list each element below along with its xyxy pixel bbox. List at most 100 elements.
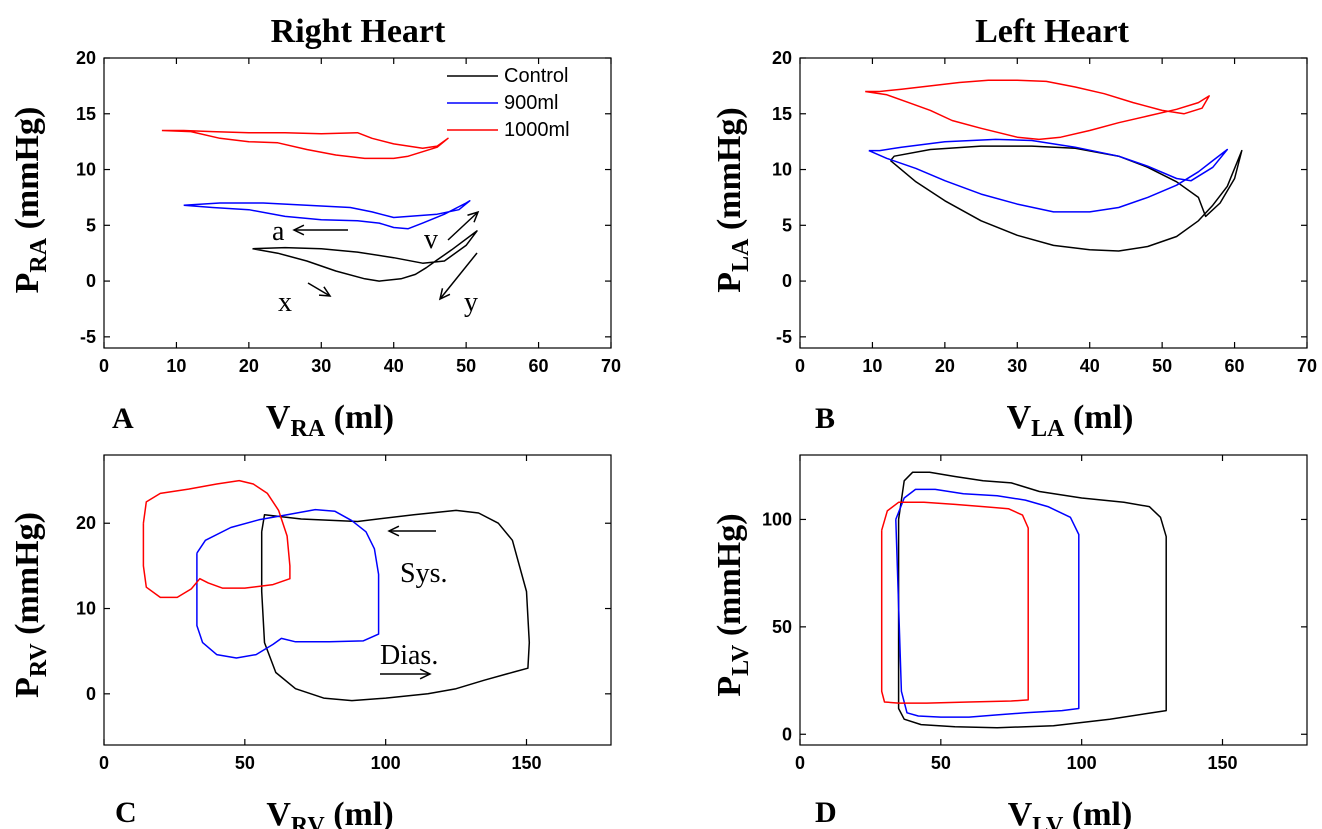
y-tick-label: 0 [782,271,792,291]
y-tick-label: 5 [782,215,792,235]
y-tick-label: 20 [76,513,96,533]
arrow-sys-head [387,525,400,537]
arrow-dias-head [419,668,432,680]
series-900ml [196,508,380,659]
x-tick-label: 0 [99,356,109,376]
y-tick-label: 0 [782,724,792,744]
legend-entry: 900ml [504,92,558,114]
x-tick-label: 150 [1207,753,1237,773]
y-axis-label-subscript: RA [26,237,52,272]
y-axis-label-main: P [711,272,748,293]
x-axis-label-main: V [1008,796,1033,829]
y-tick-label: 10 [772,160,792,180]
y-tick-label: 20 [76,48,96,68]
y-tick-label: -5 [80,327,96,347]
x-tick-label: 100 [1067,753,1097,773]
arrow-v-head [467,210,480,223]
x-tick-label: 50 [456,356,476,376]
x-tick-label: 150 [511,753,541,773]
arrow-v-shaft [447,211,479,241]
x-tick-label: 10 [166,356,186,376]
series-1000ml [142,479,291,599]
x-axis-label-main: V [1007,399,1032,436]
legend: Control 900ml 1000ml [447,65,570,141]
x-tick-label: 30 [1007,356,1027,376]
x-axis-label-subscript: LV [1032,813,1064,829]
series-900ml [183,200,471,230]
x-tick-label: 40 [384,356,404,376]
x-axis-label-subscript: RA [290,416,325,442]
x-tick-label: 70 [1297,356,1317,376]
legend-entry: 1000ml [504,119,570,141]
x-tick-label: 100 [371,753,401,773]
y-tick-label: 5 [86,215,96,235]
y-tick-label: 10 [76,160,96,180]
series-1000ml [880,501,1029,704]
x-tick-label: 0 [795,356,805,376]
x-tick-label: 20 [239,356,259,376]
y-tick-label: 100 [762,509,792,529]
plot-frame [799,454,1308,746]
y-axis-label-subscript: LA [728,238,754,272]
annotation-y: y [464,287,478,318]
x-tick-label: 40 [1080,356,1100,376]
legend-entry: Control [504,65,568,87]
arrow-y [438,252,478,301]
panel-letter: B [815,402,835,435]
x-axis-label-subscript: LA [1031,416,1065,442]
x-tick-label: 50 [1152,356,1172,376]
x-axis-label-main: V [266,796,291,829]
y-axis-label: PLA (mmHg) [711,107,754,292]
right-heart-title: Right Heart [271,13,446,50]
x-axis-label: VLV (ml) [1008,796,1133,829]
y-axis-label-subscript: RV [26,643,52,677]
arrow-x-shaft [307,282,331,297]
x-axis-label: VRV (ml) [266,796,393,829]
y-axis-label-main: P [9,273,46,294]
arrow-x-head [318,286,332,297]
series-control [889,145,1243,252]
y-axis-label: PRV (mmHg) [9,512,52,698]
annotation-x: x [278,287,292,318]
annotation-sys: Sys. [400,558,447,589]
x-tick-label: 0 [99,753,109,773]
x-axis-label-subscript: RV [291,813,325,829]
arrow-a-head [292,224,305,236]
panel-letter: D [815,796,837,829]
y-tick-label: 50 [772,617,792,637]
x-axis-label: VLA (ml) [1007,399,1134,442]
y-axis-label: PLV (mmHg) [711,513,754,696]
x-tick-label: 30 [311,356,331,376]
series-1000ml [161,129,449,160]
y-tick-label: 15 [76,104,96,124]
y-tick-label: 0 [86,271,96,291]
y-tick-label: 20 [772,48,792,68]
annotation-v: v [424,224,438,255]
panel-letter: A [112,402,134,435]
x-axis-label-main: V [266,399,291,436]
y-axis-label-unit: (mmHg) [711,107,748,238]
x-axis-label-unit: (ml) [325,399,394,436]
x-tick-label: 10 [862,356,882,376]
x-tick-label: 50 [235,753,255,773]
series-900ml [868,138,1229,213]
y-tick-label: 0 [86,684,96,704]
y-axis-label: PRA (mmHg) [9,107,52,294]
arrow-v [447,210,480,241]
y-tick-label: -5 [776,327,792,347]
x-axis-label-unit: (ml) [325,796,394,829]
plot-frame [103,57,612,349]
annotation-a: a [272,216,285,247]
series-control [252,230,478,282]
y-axis-label-unit: (mmHg) [711,513,748,644]
y-axis-label-unit: (mmHg) [9,107,46,238]
x-axis-label: VRA (ml) [266,399,394,442]
x-tick-label: 50 [931,753,951,773]
arrow-a [292,224,348,236]
panel-letter: C [115,796,137,829]
annotation-dias: Dias. [380,640,438,671]
arrow-sys [387,525,436,537]
arrow-dias [380,668,432,680]
